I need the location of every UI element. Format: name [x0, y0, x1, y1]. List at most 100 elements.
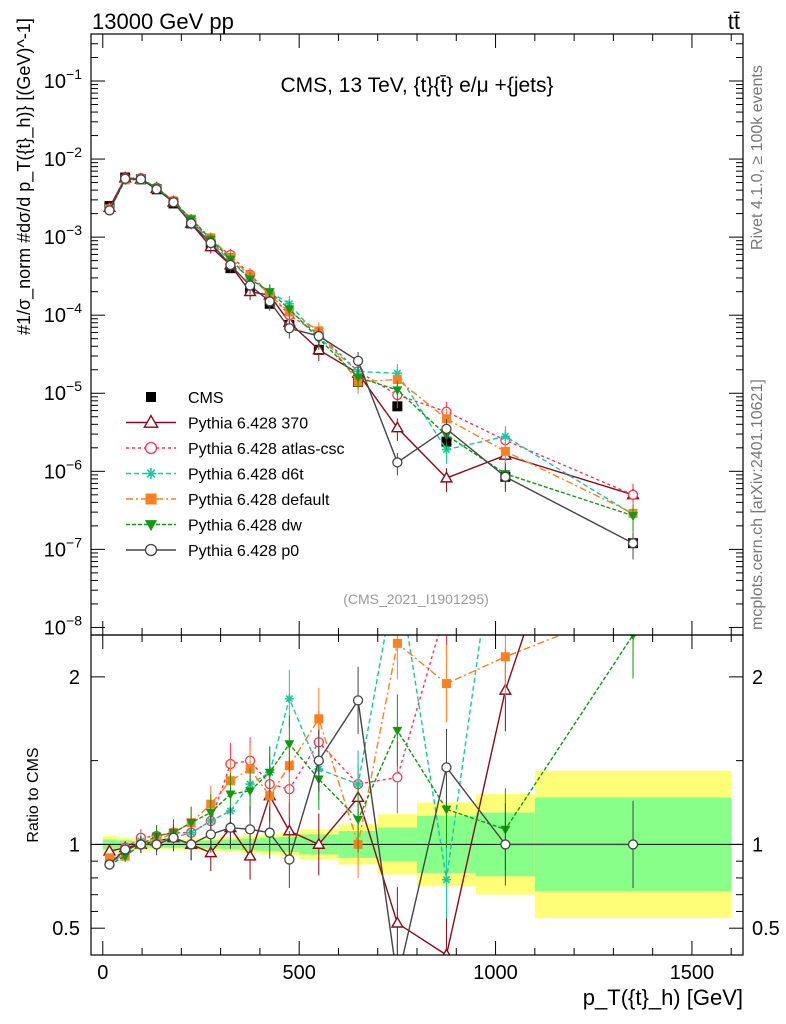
point-pythia-6-428-p0: [104, 205, 115, 216]
point-pythia-6-428-default: [392, 375, 402, 385]
point-pythia-6-428-d6t: [500, 431, 510, 441]
ratio-point-pythia-6-428-p0: [264, 827, 275, 838]
axes-layer: 0 500 1000 1500 10−8 10−7 10−6 10−5 10−4 10−3 10−2…: [14, 18, 780, 1010]
legend-label-pythia-6-428-dw: Pythia 6.428 dw: [188, 518, 302, 535]
ratio-point-pythia-6-428-dw: [441, 805, 452, 815]
point-pythia-6-428-p0: [205, 237, 216, 249]
series-layer: [102, 171, 640, 985]
ratio-y-tick-label: 2: [69, 667, 80, 689]
point-pythia-6-428-p0: [151, 184, 162, 195]
ratio-point-pythia-6-428-atlas-csc: [392, 772, 403, 783]
legend-label-pythia-6-428-default: Pythia 6.428 default: [188, 492, 330, 509]
point-pythia-6-428-p0: [313, 330, 324, 342]
point-pythia-6-428-p0: [225, 259, 236, 271]
ratio-point-pythia-6-428-p0: [284, 854, 295, 865]
legend-label-cms: CMS: [188, 390, 224, 407]
legend-label-pythia-6-428-d6t: Pythia 6.428 d6t: [188, 467, 304, 484]
point-pythia-6-428-p0: [352, 355, 364, 367]
legend-label-pythia-6-428-atlas-csc: Pythia 6.428 atlas-csc: [188, 441, 345, 458]
x-axis-label: p_T({t}_h) [GeV]: [583, 985, 743, 1010]
legend-marker-pythia-6-428-dw: [144, 520, 158, 532]
ratio-point-pythia-6-428-p0: [186, 839, 197, 850]
point-pythia-6-428-p0: [264, 296, 275, 307]
y-tick-label: 10−1: [44, 66, 82, 93]
point-pythia-6-428-dw: [264, 288, 275, 298]
ratio-point-pythia-6-428-p0: [393, 976, 402, 985]
point-pythia-6-428-default: [500, 446, 510, 456]
point-pythia-6-428-p0: [135, 174, 147, 185]
point-pythia-6-428-dw: [628, 512, 638, 522]
rivet-label: Rivet 4.1.0, ≥ 100k events: [749, 65, 766, 250]
ratio-point-pythia-6-428-dw: [245, 787, 256, 797]
ratio-point-pythia-6-428-p0: [352, 695, 364, 706]
point-pythia-6-428-p0: [186, 218, 197, 229]
ratio-point-pythia-6-428-atlas-csc: [629, 304, 638, 313]
ratio-line-pythia-6-428-dw: [109, 635, 634, 866]
ratio-y-tick-label-right: 2: [752, 667, 763, 689]
point-pythia-6-428-dw: [353, 373, 364, 383]
point-pythia-6-428-p0: [120, 173, 131, 184]
ratio-point-pythia-6-428-default: [392, 638, 402, 648]
x-tick-label: 1000: [473, 962, 518, 984]
watermark-label: (CMS_2021_I1901295): [343, 591, 489, 607]
legend-marker-pythia-6-428-default: [145, 493, 157, 505]
ratio-point-pythia-6-428-d6t: [629, 622, 638, 631]
ratio-point-pythia-6-428-default: [441, 679, 451, 689]
legend-marker-pythia-6-428-atlas-csc: [144, 441, 158, 455]
ratio-point-pythia-6-428-d6t: [441, 875, 451, 885]
x-tick-label: 1500: [670, 962, 715, 984]
point-pythia-6-428-p0: [244, 280, 256, 291]
ratio-point-pythia-6-428-default: [629, 602, 638, 611]
ratio-point-pythia-6-428-dw: [264, 768, 275, 778]
point-pythia-6-428-p0: [392, 457, 403, 468]
legend-marker-pythia-6-428-d6t: [145, 468, 157, 479]
ratio-point-pythia-6-428-d6t: [284, 694, 294, 704]
ratio-point-pythia-6-428-dw: [353, 815, 364, 825]
ratio-point-pythia-6-428-p0: [225, 822, 236, 833]
legend-marker-pythia-6-428-p0: [144, 543, 158, 557]
point-pythia-6-428-default: [441, 414, 451, 424]
beam-label: 13000 GeV pp: [92, 9, 234, 34]
ratio-point-pythia-6-428-370: [243, 849, 257, 861]
y-tick-label: 10−6: [44, 456, 82, 483]
ratio-point-pythia-6-428-p0: [244, 824, 256, 835]
main-panel-series: [102, 171, 640, 560]
ratio-point-pythia-6-428-p0: [205, 829, 216, 840]
y-tick-label: 10−5: [44, 378, 82, 405]
ratio-point-pythia-6-428-p0: [441, 762, 452, 773]
point-pythia-6-428-p0: [627, 538, 639, 549]
ratio-point-pythia-6-428-p0: [168, 832, 179, 843]
ratio-point-pythia-6-428-p0: [151, 839, 162, 850]
ratio-y-tick-label: 1: [69, 834, 80, 856]
series-line-pythia-6-428-dw: [108, 178, 634, 517]
ratio-point-pythia-6-428-p0: [104, 859, 115, 870]
series-line-pythia-6-428-p0: [108, 178, 634, 544]
ratio-point-pythia-6-428-default: [314, 714, 324, 724]
chart-title: CMS, 13 TeV, {t}{t̄} e/μ +{jets}: [280, 74, 553, 97]
ratio-point-pythia-6-428-dw: [186, 819, 197, 829]
ratio-panel-series: [102, 303, 639, 985]
point-pythia-6-428-dw: [392, 386, 403, 396]
ratio-point-pythia-6-428-dw: [284, 740, 295, 750]
point-pythia-6-428-p0: [168, 197, 179, 208]
main-ylabel: #1/σ_norm #dσ/d p_T({t}_h)} [(GeV)^-1]: [14, 18, 35, 335]
ratio-point-pythia-6-428-p0: [500, 839, 511, 850]
process-label: tt̄: [728, 9, 740, 34]
ratio-y-tick-label-right: 1: [752, 834, 763, 856]
ratio-point-pythia-6-428-370: [628, 303, 639, 312]
y-tick-label: 10−7: [44, 534, 82, 561]
y-tick-label: 10−8: [44, 612, 82, 639]
ratio-point-pythia-6-428-370: [390, 916, 404, 928]
point-pythia-6-428-p0: [284, 323, 295, 334]
ratio-point-pythia-6-428-dw: [225, 790, 236, 800]
x-tick-label: 0: [97, 962, 108, 984]
ratio-point-pythia-6-428-dw: [630, 635, 636, 641]
point-pythia-6-428-p0: [441, 423, 452, 434]
site-label: mcplots.cern.ch [arXiv:2401.10621]: [749, 379, 766, 630]
ratio-point-pythia-6-428-default: [104, 853, 114, 863]
series-line-pythia-6-428-default: [108, 178, 634, 514]
legend-marker-pythia-6-428-370: [143, 414, 159, 428]
series-line-pythia-6-428-d6t: [108, 178, 634, 516]
ratio-point-pythia-6-428-370: [442, 947, 451, 955]
ratio-point-pythia-6-428-p0: [135, 839, 147, 850]
